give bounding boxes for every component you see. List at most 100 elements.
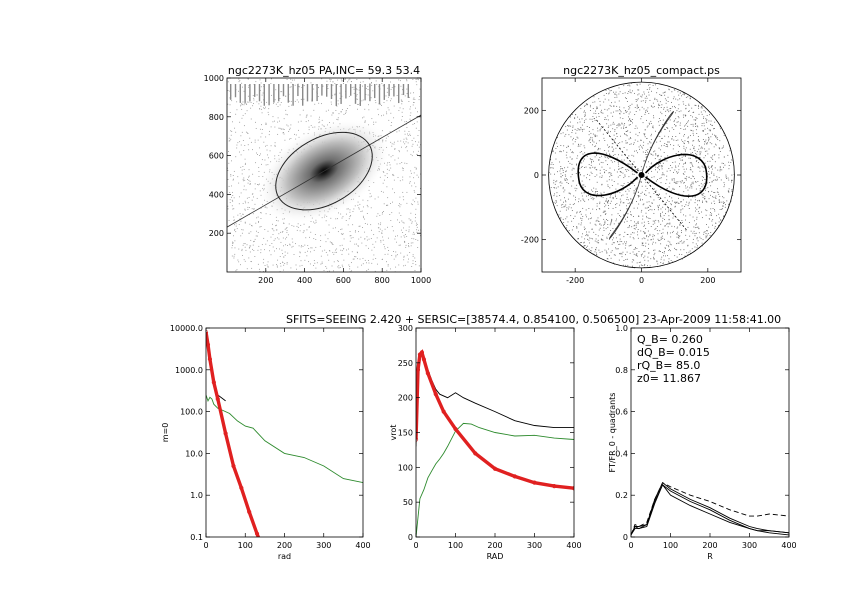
noise-pixel — [653, 193, 655, 194]
noise-pixel — [559, 182, 561, 184]
noise-pixel — [710, 120, 712, 122]
noise-pixel — [673, 128, 675, 130]
noise-pixel — [665, 182, 667, 184]
noise-pixel — [659, 169, 660, 171]
noise-pixel — [659, 158, 661, 160]
noise-pixel — [394, 238, 396, 240]
noise-pixel — [652, 234, 654, 236]
noise-pixel — [663, 215, 665, 217]
noise-pixel — [639, 195, 641, 197]
noise-pixel — [570, 207, 572, 209]
noise-pixel — [282, 237, 284, 239]
noise-pixel — [380, 241, 382, 243]
noise-pixel — [658, 207, 659, 209]
noise-pixel — [333, 261, 335, 263]
noise-pixel — [648, 252, 650, 254]
noise-pixel — [263, 237, 265, 239]
noise-pixel — [261, 124, 262, 126]
noise-pixel — [650, 139, 652, 140]
noise-pixel — [371, 82, 372, 84]
noise-pixel — [592, 116, 594, 118]
noise-pixel — [695, 122, 697, 124]
noise-pixel — [580, 211, 582, 213]
noise-pixel — [695, 152, 697, 154]
noise-pixel — [264, 108, 266, 110]
noise-pixel — [703, 157, 705, 159]
noise-pixel — [345, 213, 347, 215]
noise-pixel — [714, 210, 716, 212]
noise-pixel — [344, 78, 346, 80]
noise-pixel — [714, 121, 716, 123]
noise-pixel — [264, 106, 266, 108]
noise-pixel — [675, 125, 677, 127]
noise-pixel — [247, 78, 249, 80]
noise-pixel — [644, 129, 646, 131]
noise-pixel — [586, 233, 588, 235]
noise-pixel — [356, 258, 358, 260]
noise-pixel — [337, 231, 339, 233]
noise-pixel — [666, 122, 668, 124]
data-point — [239, 485, 244, 490]
noise-pixel — [242, 244, 244, 246]
noise-pixel — [334, 251, 336, 253]
noise-pixel — [557, 186, 559, 188]
noise-pixel — [379, 228, 381, 230]
noise-pixel — [275, 229, 277, 231]
noise-pixel — [244, 246, 246, 248]
noise-pixel — [642, 231, 644, 233]
noise-pixel — [342, 233, 344, 235]
noise-pixel — [582, 216, 584, 217]
noise-pixel — [645, 110, 647, 112]
noise-pixel — [624, 110, 626, 111]
noise-pixel — [684, 162, 686, 164]
noise-pixel — [655, 84, 656, 86]
noise-pixel — [624, 133, 625, 135]
noise-pixel — [624, 133, 626, 135]
noise-pixel — [327, 254, 329, 256]
noise-pixel — [245, 249, 247, 251]
noise-pixel — [564, 178, 566, 180]
noise-pixel — [581, 192, 583, 194]
noise-pixel — [599, 223, 601, 225]
noise-pixel — [615, 247, 617, 249]
noise-pixel — [265, 213, 267, 215]
noise-pixel — [704, 178, 706, 180]
noise-pixel — [571, 210, 573, 212]
y-tick-label: 10000.0 — [170, 324, 203, 333]
noise-pixel — [389, 268, 391, 270]
noise-pixel — [602, 211, 604, 213]
noise-pixel — [621, 141, 623, 143]
noise-pixel — [312, 126, 314, 128]
banding-column — [393, 84, 395, 97]
noise-pixel — [588, 248, 590, 250]
noise-pixel — [691, 182, 693, 184]
noise-pixel — [581, 220, 583, 222]
noise-pixel — [402, 89, 403, 91]
noise-pixel — [636, 105, 638, 107]
noise-pixel — [663, 128, 665, 130]
noise-pixel — [656, 194, 658, 196]
noise-pixel — [584, 167, 585, 168]
noise-pixel — [581, 180, 583, 182]
noise-pixel — [641, 265, 643, 267]
noise-pixel — [580, 143, 582, 145]
noise-pixel — [660, 182, 662, 184]
noise-pixel — [602, 162, 604, 164]
noise-pixel — [233, 257, 235, 259]
noise-pixel — [341, 234, 343, 235]
noise-pixel — [562, 150, 564, 152]
noise-pixel — [714, 128, 716, 129]
noise-pixel — [353, 258, 355, 260]
noise-pixel — [605, 118, 607, 120]
noise-pixel — [228, 151, 230, 152]
noise-pixel — [668, 209, 670, 211]
noise-pixel — [608, 125, 610, 127]
noise-pixel — [557, 171, 558, 173]
noise-pixel — [406, 138, 408, 140]
noise-pixel — [406, 80, 408, 82]
noise-pixel — [648, 91, 650, 93]
noise-pixel — [629, 107, 631, 109]
noise-pixel — [365, 262, 367, 264]
data-point — [425, 371, 430, 376]
noise-pixel — [705, 233, 707, 234]
